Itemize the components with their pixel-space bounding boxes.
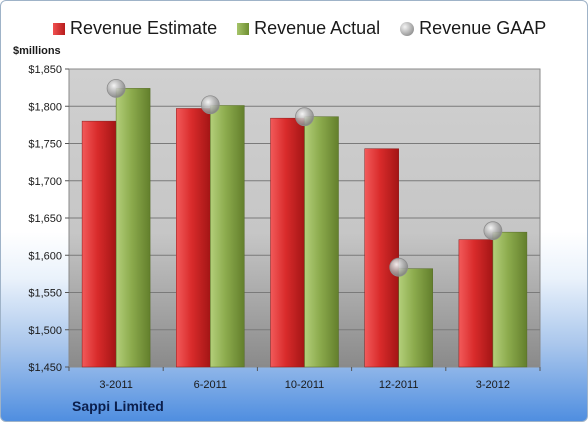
x-tick-label: 3-2011 [99, 379, 132, 391]
point-revenue-gaap [106, 78, 126, 98]
y-axis-unit-label: $millions [13, 45, 61, 57]
bar-revenue-actual [304, 116, 339, 368]
bar-revenue-actual [115, 88, 151, 368]
legend-item-actual: Revenue Actual [237, 18, 380, 39]
y-tick-label: $1,450 [28, 362, 62, 374]
point-revenue-gaap [389, 257, 409, 277]
bar-revenue-estimate [81, 120, 117, 368]
legend-swatch-actual [237, 22, 250, 35]
y-tick-label: $1,500 [28, 325, 62, 337]
legend-swatch-gaap [400, 21, 415, 36]
point-revenue-gaap [483, 221, 503, 241]
gaap-points [106, 78, 503, 277]
x-axis: 3-2011 6-2011 10-2011 12-2011 3-2012 [68, 367, 541, 391]
legend-label-actual: Revenue Actual [254, 18, 381, 38]
y-tick-label: $1,700 [28, 176, 62, 188]
y-tick-label: $1,850 [28, 64, 62, 76]
bar-revenue-actual [492, 231, 528, 368]
legend-item-gaap: Revenue GAAP [400, 18, 546, 39]
x-tick-label: 3-2012 [476, 379, 510, 391]
y-tick-label: $1,600 [28, 250, 62, 262]
bar-revenue-estimate [364, 148, 399, 368]
y-tick-label: $1,800 [28, 101, 62, 113]
x-tick-label: 12-2011 [379, 379, 419, 391]
y-axis: $1,450 $1,500 $1,550 $1,600 $1,650 $1,700 $1,7… [28, 64, 69, 374]
bars [81, 88, 528, 368]
point-revenue-gaap [200, 95, 220, 115]
x-tick-label: 6-2011 [194, 379, 227, 391]
bar-revenue-actual [398, 268, 433, 368]
legend-label-estimate: Revenue Estimate [70, 18, 218, 38]
legend-item-estimate: Revenue Estimate [53, 18, 217, 39]
legend-swatch-estimate [53, 22, 65, 35]
bar-revenue-actual [210, 105, 245, 368]
bar-revenue-estimate [458, 239, 494, 368]
y-tick-label: $1,650 [28, 213, 62, 225]
y-tick-label: $1,550 [28, 288, 62, 300]
bar-revenue-estimate [270, 117, 305, 368]
bar-revenue-estimate [176, 108, 211, 368]
y-tick-label: $1,750 [28, 139, 62, 151]
point-revenue-gaap [295, 107, 314, 127]
company-name: Sappi Limited [72, 398, 164, 414]
legend: Revenue Estimate Revenue Actual Revenue … [53, 18, 546, 39]
x-tick-label: 10-2011 [285, 379, 325, 391]
legend-label-gaap: Revenue GAAP [419, 18, 547, 38]
